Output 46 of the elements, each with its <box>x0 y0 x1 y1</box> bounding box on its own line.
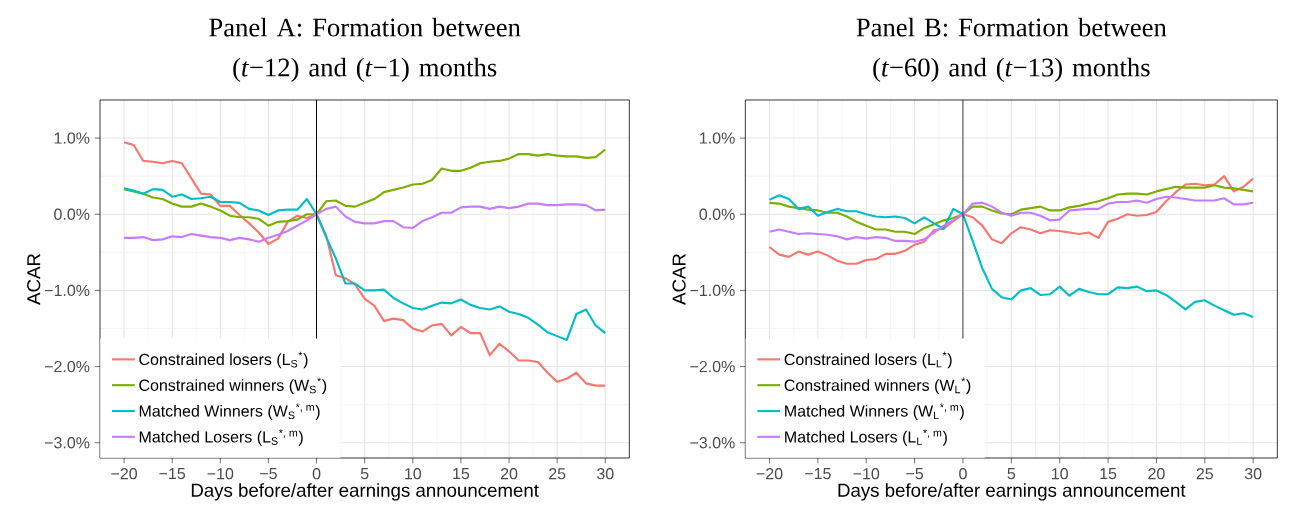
x-tick-label: −5 <box>906 468 924 480</box>
y-axis-title: ACAR <box>672 253 686 305</box>
x-tick-label: −5 <box>260 468 277 480</box>
y-tick-label: 1.0% <box>700 132 735 144</box>
x-axis-title: Days before/after earnings announcement <box>838 483 1186 501</box>
legend-label: Matched Winners (W$_{L}$$^{*, m}$) <box>785 403 964 420</box>
x-tick-label: 15 <box>1100 468 1117 480</box>
y-tick-label: 0.0% <box>54 208 90 220</box>
y-tick-label: −1.0% <box>690 284 735 297</box>
x-tick-label: 10 <box>1052 468 1068 480</box>
chart-title: Panel B: Formation between (t−60) and (t−13) months <box>856 17 1167 82</box>
legend-label: Matched Winners (W$_{S}$$^{*, m}$) <box>139 403 320 420</box>
x-tick-label: −10 <box>207 468 234 480</box>
legend-label: Constrained losers (L$_{L}$$^{*}$) <box>784 351 952 369</box>
y-tick-label: −2.0% <box>44 360 90 373</box>
y-axis-title: ACAR <box>27 253 41 305</box>
legend-label: Constrained winners (W$_{L}$$^{*}$) <box>784 377 971 395</box>
x-tick-label: −10 <box>853 468 880 480</box>
legend-label: Matched Losers (L$_{S}$$^{*, m}$) <box>139 429 303 446</box>
y-tick-label: −2.0% <box>690 360 735 373</box>
y-tick-label: −3.0% <box>44 437 90 449</box>
y-tick-label: 1.0% <box>54 132 90 144</box>
x-tick-label: 15 <box>453 468 470 480</box>
y-tick-label: −3.0% <box>690 437 735 449</box>
legend-label: Constrained losers (L$_{S}$$^{*}$) <box>139 351 308 369</box>
x-axis-title: Days before/after earnings announcement <box>191 483 539 501</box>
x-tick-label: −15 <box>159 468 186 480</box>
x-tick-label: 20 <box>1148 468 1165 480</box>
chart-title: Panel A: Formation between (t−12) and (t−1) months <box>209 17 521 82</box>
x-tick-label: 20 <box>500 468 518 480</box>
x-tick-label: 30 <box>1244 468 1262 480</box>
x-tick-label: −15 <box>805 468 831 480</box>
x-tick-label: 10 <box>405 468 422 480</box>
x-tick-label: 30 <box>596 468 614 480</box>
x-tick-label: 25 <box>1196 468 1213 480</box>
x-tick-label: 25 <box>549 468 566 480</box>
x-tick-label: 0 <box>959 468 967 480</box>
x-tick-label: −20 <box>111 468 138 480</box>
x-tick-label: 0 <box>312 468 321 480</box>
y-tick-label: −1.0% <box>44 284 90 297</box>
x-tick-label: 5 <box>360 468 369 480</box>
y-tick-label: 0.0% <box>699 208 735 220</box>
legend-label: Matched Losers (L$_{L}$$^{*, m}$) <box>785 429 947 446</box>
x-tick-label: 5 <box>1007 468 1016 480</box>
x-tick-label: −20 <box>756 468 783 480</box>
legend-label: Constrained winners (W$_{S}$$^{*}$) <box>139 377 327 395</box>
